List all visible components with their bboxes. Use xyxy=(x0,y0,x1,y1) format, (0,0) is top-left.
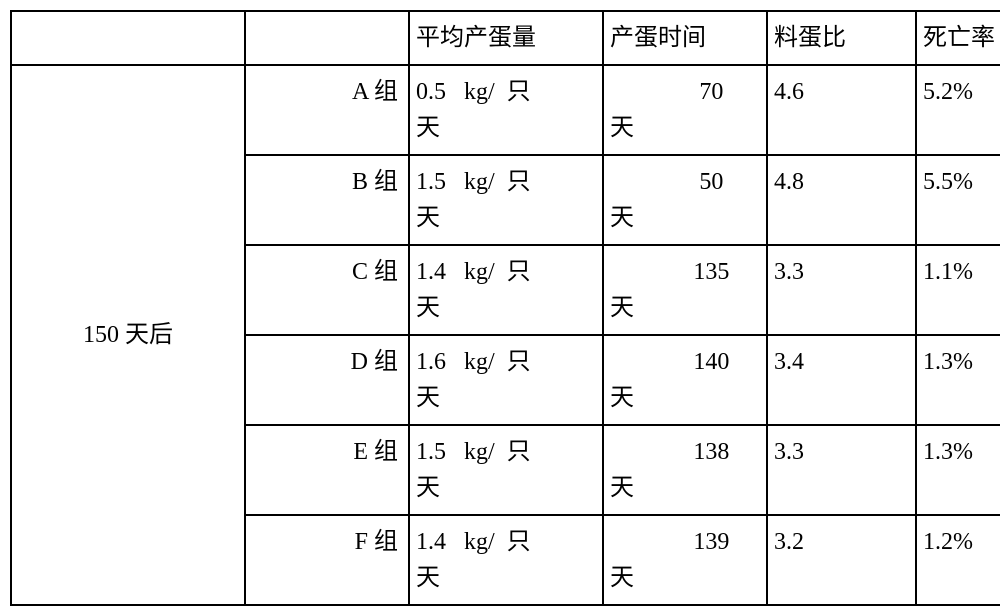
ratio-cell: 3.4 xyxy=(767,335,916,425)
avg-yield-cell: 0.5 kg/ 只 天 xyxy=(409,65,603,155)
header-feed-egg-ratio: 料蛋比 xyxy=(767,11,916,65)
avg-unit-only: 只 xyxy=(507,349,531,375)
avg-unit-kg: kg/ xyxy=(464,439,495,465)
ratio-cell: 3.3 xyxy=(767,245,916,335)
mortality-cell: 5.5% xyxy=(916,155,1000,245)
time-num: 140 xyxy=(610,344,760,380)
time-unit: 天 xyxy=(610,380,760,416)
avg-unit-only: 只 xyxy=(507,529,531,555)
lay-time-cell: 50 天 xyxy=(603,155,767,245)
mortality-cell: 1.3% xyxy=(916,425,1000,515)
mortality-cell: 1.1% xyxy=(916,245,1000,335)
lay-time-cell: 138 天 xyxy=(603,425,767,515)
time-unit: 天 xyxy=(610,470,760,506)
data-table: 平均产蛋量 产蛋时间 料蛋比 死亡率 150 天后 A 组 0.5 kg/ 只 … xyxy=(10,10,1000,606)
avg-yield-cell: 1.5 kg/ 只 天 xyxy=(409,425,603,515)
time-unit: 天 xyxy=(610,290,760,326)
avg-value: 1.6 xyxy=(416,349,446,375)
avg-value: 1.4 xyxy=(416,529,446,555)
lay-time-cell: 70 天 xyxy=(603,65,767,155)
time-num: 50 xyxy=(610,164,760,200)
header-avg-yield: 平均产蛋量 xyxy=(409,11,603,65)
avg-unit-day: 天 xyxy=(416,295,440,321)
time-unit: 天 xyxy=(610,200,760,236)
time-num: 135 xyxy=(610,254,760,290)
avg-value: 0.5 xyxy=(416,79,446,105)
header-lay-time: 产蛋时间 xyxy=(603,11,767,65)
avg-value: 1.5 xyxy=(416,439,446,465)
time-num: 139 xyxy=(610,524,760,560)
avg-unit-only: 只 xyxy=(507,439,531,465)
avg-unit-kg: kg/ xyxy=(464,349,495,375)
time-num: 70 xyxy=(610,74,760,110)
time-num: 138 xyxy=(610,434,760,470)
avg-unit-only: 只 xyxy=(507,169,531,195)
mortality-cell: 1.3% xyxy=(916,335,1000,425)
avg-unit-only: 只 xyxy=(507,259,531,285)
avg-unit-day: 天 xyxy=(416,565,440,591)
avg-unit-kg: kg/ xyxy=(464,529,495,555)
period-cell: 150 天后 xyxy=(11,65,245,605)
group-name: B 组 xyxy=(245,155,409,245)
group-name: A 组 xyxy=(245,65,409,155)
avg-value: 1.5 xyxy=(416,169,446,195)
avg-unit-day: 天 xyxy=(416,475,440,501)
group-name: E 组 xyxy=(245,425,409,515)
group-name: C 组 xyxy=(245,245,409,335)
avg-unit-only: 只 xyxy=(507,79,531,105)
avg-yield-cell: 1.5 kg/ 只 天 xyxy=(409,155,603,245)
header-row: 平均产蛋量 产蛋时间 料蛋比 死亡率 xyxy=(11,11,1000,65)
avg-yield-cell: 1.6 kg/ 只 天 xyxy=(409,335,603,425)
avg-unit-day: 天 xyxy=(416,385,440,411)
avg-unit-kg: kg/ xyxy=(464,169,495,195)
header-blank-2 xyxy=(245,11,409,65)
group-name: D 组 xyxy=(245,335,409,425)
ratio-cell: 4.6 xyxy=(767,65,916,155)
avg-unit-day: 天 xyxy=(416,205,440,231)
header-blank-1 xyxy=(11,11,245,65)
avg-value: 1.4 xyxy=(416,259,446,285)
table-row: 150 天后 A 组 0.5 kg/ 只 天 70 天 4.6 5.2% xyxy=(11,65,1000,155)
lay-time-cell: 140 天 xyxy=(603,335,767,425)
avg-unit-day: 天 xyxy=(416,115,440,141)
ratio-cell: 3.3 xyxy=(767,425,916,515)
mortality-cell: 5.2% xyxy=(916,65,1000,155)
avg-unit-kg: kg/ xyxy=(464,259,495,285)
time-unit: 天 xyxy=(610,110,760,146)
time-unit: 天 xyxy=(610,560,760,596)
ratio-cell: 4.8 xyxy=(767,155,916,245)
avg-yield-cell: 1.4 kg/ 只 天 xyxy=(409,245,603,335)
avg-unit-kg: kg/ xyxy=(464,79,495,105)
lay-time-cell: 135 天 xyxy=(603,245,767,335)
header-mortality: 死亡率 xyxy=(916,11,1000,65)
